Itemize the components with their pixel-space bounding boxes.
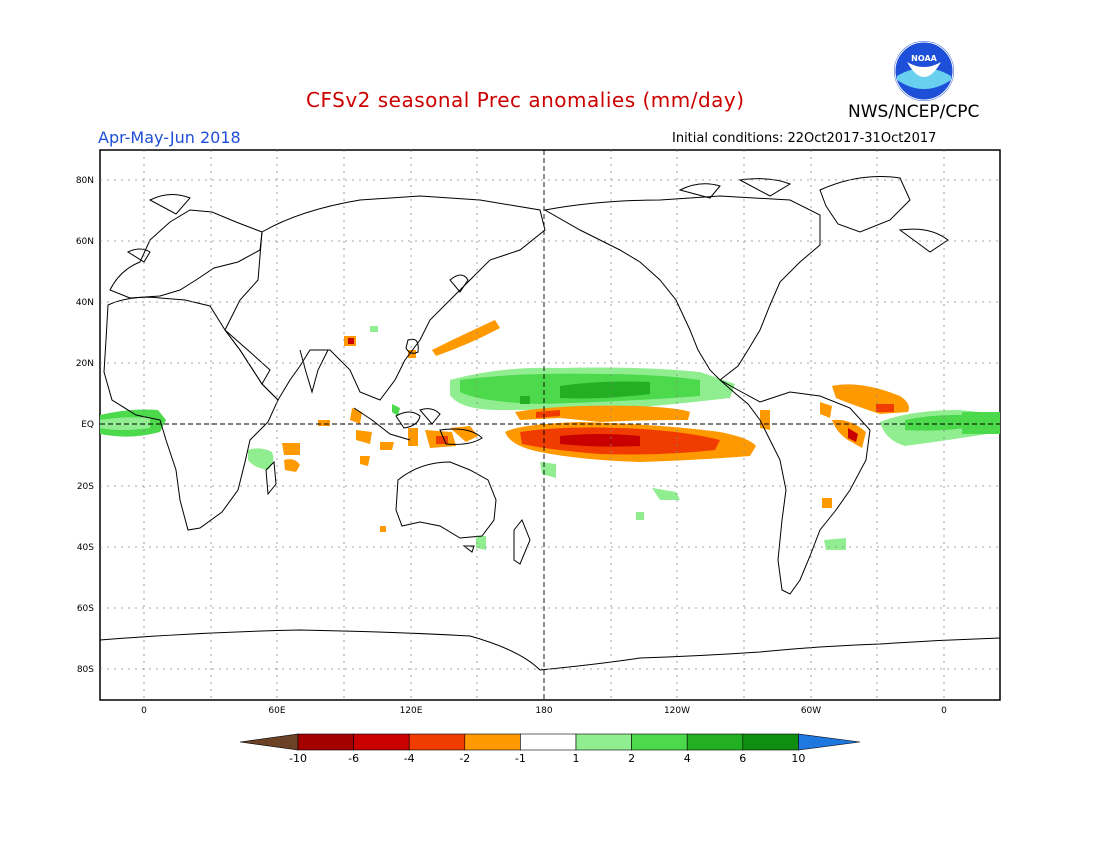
anomaly-orange-pacific xyxy=(515,405,690,422)
forecast-period: Apr-May-Jun 2018 xyxy=(98,128,241,147)
latitude-labels: 80N 60N 40N 20N EQ 20S 40S 60S 80S xyxy=(76,176,94,675)
colorbar-label: -4 xyxy=(404,752,415,765)
colorbar-swatch xyxy=(631,733,688,751)
longitude-labels: 0 60E 120E 180 120W 60W 0 xyxy=(141,706,947,716)
lon-label-0-west: 0 xyxy=(141,706,147,716)
initial-conditions: Initial conditions: 22Oct2017-31Oct2017 xyxy=(672,131,937,146)
coast-europe xyxy=(109,209,263,299)
anomaly-orange-indian xyxy=(282,443,300,455)
lon-label-0-east: 0 xyxy=(941,706,947,716)
lon-label-60w: 60W xyxy=(801,706,821,716)
colorbar-label: -1 xyxy=(515,752,526,765)
anomaly-orange-nw-pacific xyxy=(432,320,500,356)
coast-australia xyxy=(395,461,497,539)
lat-label-40s: 40S xyxy=(77,543,94,553)
colorbar-label: 4 xyxy=(684,752,691,765)
colorbar-swatch xyxy=(464,733,521,751)
lon-label-120e: 120E xyxy=(400,706,423,716)
colorbar-label: 10 xyxy=(791,752,805,765)
colorbar-swatch xyxy=(520,733,577,751)
colorbar-end-low xyxy=(239,733,299,751)
coastlines xyxy=(99,176,1001,671)
lat-label-eq: EQ xyxy=(81,420,94,430)
colorbar-swatch xyxy=(575,733,632,751)
colorbar-end-high xyxy=(798,733,861,751)
colorbar-swatch xyxy=(742,733,799,751)
coast-asia xyxy=(224,195,546,401)
noaa-logo-icon: NOAA xyxy=(894,41,954,101)
colorbar-label: 1 xyxy=(573,752,580,765)
colorbar-swatch xyxy=(297,733,354,751)
lon-label-120w: 120W xyxy=(664,706,690,716)
anomaly-orange-maritime xyxy=(350,408,362,424)
coast-north-america xyxy=(543,195,821,381)
reference-lines xyxy=(100,150,1000,700)
colorbar-label: -10 xyxy=(289,752,307,765)
lon-label-60e: 60E xyxy=(268,706,285,716)
anomaly-shading xyxy=(100,320,1000,550)
coast-south-america xyxy=(719,379,871,595)
colorbar-label: -6 xyxy=(348,752,359,765)
lat-label-40n: 40N xyxy=(76,298,94,308)
map-title: CFSv2 seasonal Prec anomalies (mm/day) xyxy=(306,88,745,112)
lat-label-20n: 20N xyxy=(76,359,94,369)
lat-label-20s: 20S xyxy=(77,482,94,492)
colorbar-swatch xyxy=(686,733,744,751)
anomaly-green-indian xyxy=(248,448,274,470)
colorbar-label: 2 xyxy=(628,752,635,765)
colorbar-swatch xyxy=(408,733,466,751)
logo-text: NOAA xyxy=(911,54,937,63)
coast-greenland xyxy=(819,176,911,233)
lat-label-80s: 80S xyxy=(77,665,94,675)
grid xyxy=(100,150,1000,700)
lat-label-80n: 80N xyxy=(76,176,94,186)
lon-label-180: 180 xyxy=(535,706,552,716)
lat-label-60n: 60N xyxy=(76,237,94,247)
organization-label: NWS/NCEP/CPC xyxy=(848,102,980,122)
colorbar-swatch xyxy=(353,733,410,751)
lat-label-60s: 60S xyxy=(77,604,94,614)
colorbar-label: 6 xyxy=(739,752,746,765)
coast-antarctica xyxy=(99,629,1001,671)
colorbar: -10 -6 -4 -2 -1 1 2 4 6 10 xyxy=(239,733,861,765)
colorbar-label: -2 xyxy=(459,752,470,765)
